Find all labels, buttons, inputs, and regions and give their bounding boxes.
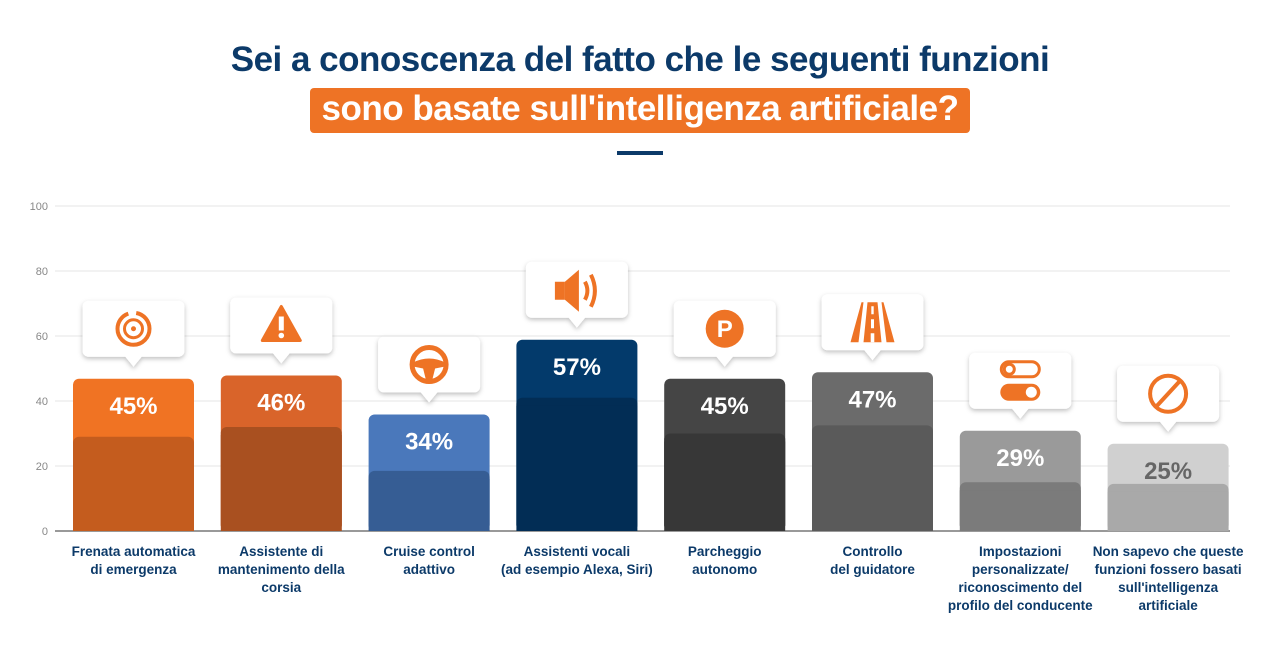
x-axis-label-line: Cruise control [383,544,475,559]
speaker-icon [554,269,597,312]
svg-text:P: P [717,316,733,343]
bar-group: 25% [1107,365,1229,531]
y-tick-label: 80 [36,266,48,278]
bar-inner-shade-base [220,435,342,531]
icon-callout [969,352,1072,419]
bar-inner-shade-base [959,490,1081,531]
x-axis-label-line: Parcheggio [687,544,762,559]
bar-inner-shade-base [812,433,933,531]
callout-pointer [863,349,882,361]
bar-inner-shade-base [368,478,490,531]
bar-group: 45% P [664,300,786,531]
data-label: 46% [257,390,305,417]
x-axis-label-line: mantenimento della [217,562,345,577]
callout-pointer [420,391,439,403]
x-axis-label: Non sapevo che queste funzioni fossero ba… [1088,543,1248,615]
bar-inner-shade-base [1107,491,1229,531]
x-axis-label-line: Assistente di [239,544,324,559]
steering-wheel-icon [409,345,449,384]
x-axis-label: Parcheggio autonomo [645,543,805,579]
x-axis-label: Assistenti vocali (ad esempio Alexa, Siri… [497,543,657,579]
callout-pointer [124,355,143,367]
x-axis-label: Assistente di mantenimento della corsia [201,543,361,597]
x-axis-label-line: Impostazioni [979,544,1062,559]
data-label: 47% [848,386,896,413]
bar-inner-shade-base [73,444,194,531]
bar-inner-shade-base [664,441,786,531]
bar-group: 47% [812,294,933,531]
y-tick-label: 60 [36,331,48,343]
x-axis-label-line: funzioni fossero basati [1094,562,1242,577]
x-axis-label-line: riconoscimento del [958,580,1083,595]
data-label: 25% [1144,458,1192,485]
y-tick-label: 20 [36,461,48,473]
x-axis-label-line: autonomo [692,562,758,577]
x-axis-label-line: di emergenza [90,562,177,577]
callout-pointer [567,316,586,328]
brake-disc-icon [115,310,152,347]
x-axis-label-line: corsia [261,580,302,595]
x-axis-label-line: Controllo [842,544,903,559]
y-tick-label: 40 [36,396,48,408]
data-label: 45% [701,393,749,420]
callout-pointer [715,355,734,367]
callout-box [969,352,1072,409]
data-label: 29% [996,445,1044,472]
title-line-2: sono basate sull'intelligenza artificial… [309,88,971,133]
bar-group: 45% [73,300,194,531]
warning-icon [260,305,302,342]
parking-icon: P [705,309,744,348]
data-label: 34% [405,429,453,456]
icon-callout [82,300,185,367]
x-axis-label-line: profilo del conducente [947,598,1093,613]
x-axis-label: Cruise control adattivo [349,543,509,579]
road-icon [850,302,895,343]
callout-pointer [1159,420,1178,432]
bar-inner-shade-base [516,405,638,531]
data-label: 45% [109,393,157,420]
title-line-1: Sei a conoscenza del fatto che le seguen… [230,40,1050,79]
x-axis-label-line: adattivo [403,562,455,577]
x-axis-label-line: Assistenti vocali [523,544,631,559]
title-divider [617,151,663,155]
bar-group: 57% [516,261,638,531]
x-axis-label-line: del guidatore [830,562,915,577]
x-axis-label: Impostazioni personalizzate/riconosciment… [940,543,1100,615]
prohibited-icon [1148,373,1189,414]
y-tick-label: 0 [42,526,48,538]
toggle-icon [999,360,1041,401]
data-label: 57% [553,354,601,381]
x-axis-label-line: artificiale [1138,598,1198,613]
bar-group: 29% [959,352,1081,531]
bar-group: 34% [368,336,490,531]
x-axis-label-line: sull'intelligenza [1118,580,1219,595]
y-tick-label: 100 [30,201,48,213]
x-axis-label-line: Non sapevo che queste [1092,544,1244,559]
x-axis-label: Frenata automatica di emergenza [54,543,214,579]
x-axis-label: Controllo del guidatore [793,543,953,579]
callout-pointer [272,352,291,364]
bar-group: 46% [220,297,342,531]
x-axis-label-line: Frenata automatica [71,544,196,559]
x-axis-label-line: personalizzate/ [971,562,1069,577]
x-axis-label-line: (ad esempio Alexa, Siri) [500,562,653,577]
callout-pointer [1011,407,1030,419]
